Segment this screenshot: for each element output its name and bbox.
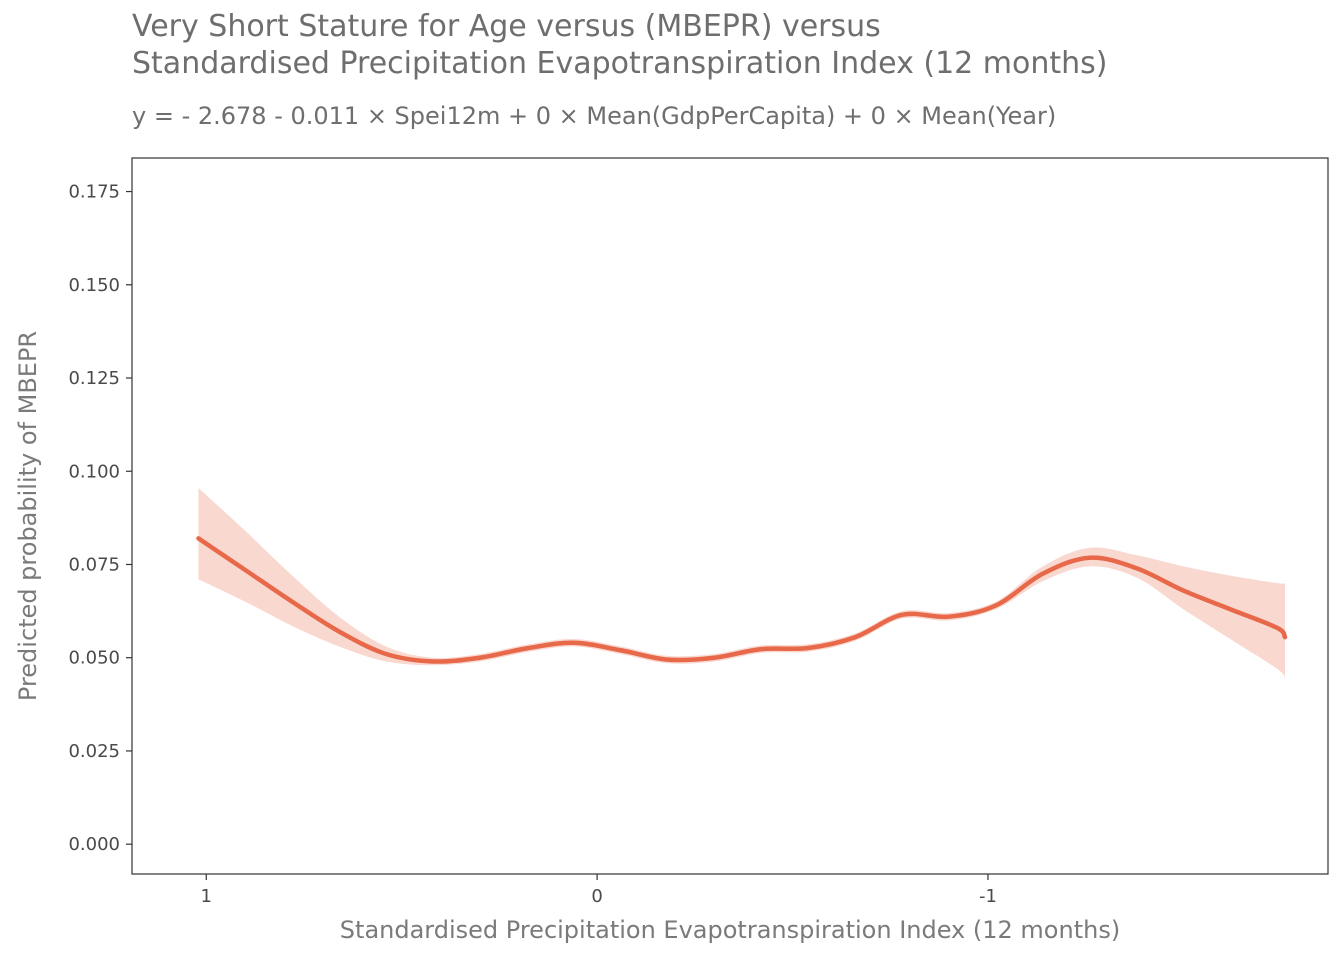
y-axis-title: Predicted probability of MBEPR [14, 331, 42, 701]
y-tick-label: 0.075 [68, 554, 120, 575]
y-tick-label: 0.100 [68, 461, 120, 482]
x-axis-title: Standardised Precipitation Evapotranspir… [340, 916, 1120, 944]
y-tick-label: 0.125 [68, 368, 120, 389]
y-tick-label: 0.175 [68, 182, 120, 203]
x-tick-label: 1 [201, 886, 212, 907]
chart-subtitle: y = - 2.678 - 0.011 × Spei12m + 0 × Mean… [132, 102, 1057, 130]
x-tick-label: 0 [591, 886, 602, 907]
trend-line [196, 536, 1288, 664]
trend-line-layer [196, 536, 1288, 664]
y-tick-label: 0.025 [68, 741, 120, 762]
chart-title-line1: Very Short Stature for Age versus (MBEPR… [132, 9, 881, 44]
confidence-band-layer [198, 488, 1286, 679]
x-tick-label: -1 [979, 886, 997, 907]
confidence-band [198, 488, 1286, 679]
y-tick-label: 0.050 [68, 648, 120, 669]
x-axis: 1 0 -1 [201, 874, 997, 907]
chart-title: Very Short Stature for Age versus (MBEPR… [132, 8, 1107, 82]
plot-panel-border [131, 157, 1329, 875]
y-tick-label: 0.150 [68, 275, 120, 296]
chart-title-line2: Standardised Precipitation Evapotranspir… [132, 46, 1108, 81]
y-axis: 0.000 0.025 0.050 0.075 0.100 0.125 0.150 0.175 [68, 182, 132, 855]
y-tick-label: 0.000 [68, 834, 120, 855]
